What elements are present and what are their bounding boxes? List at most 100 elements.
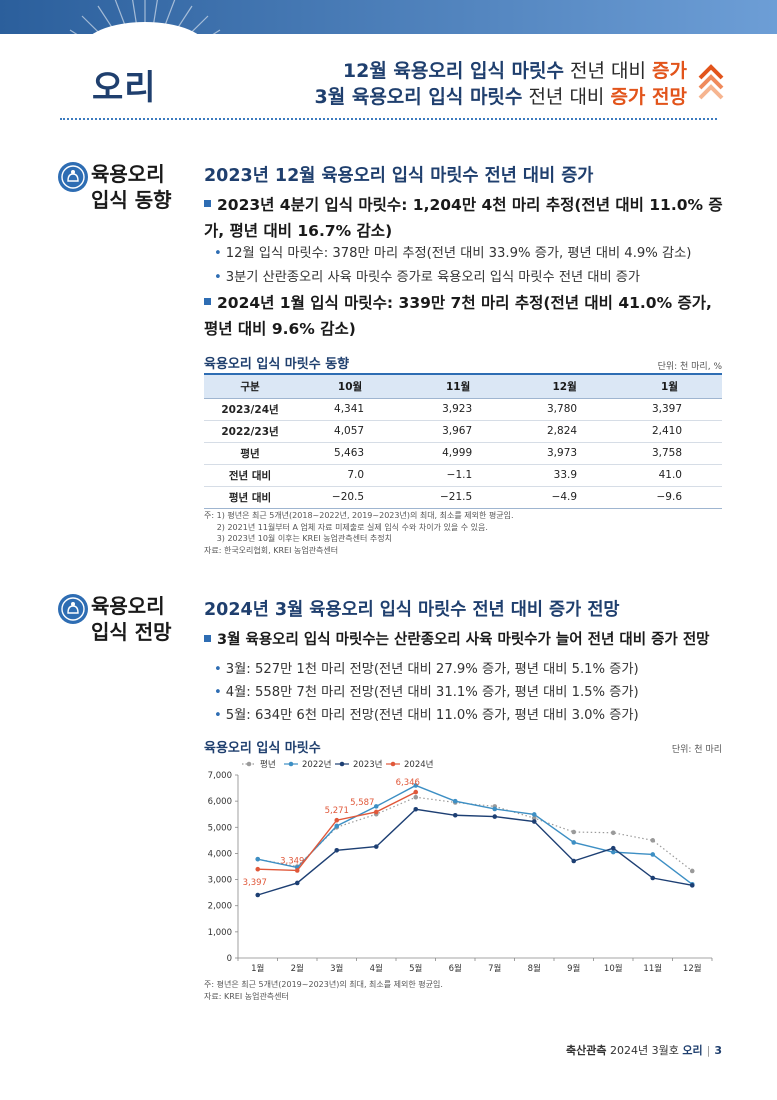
section1-bullet-2-text: 2024년 1월 입식 마릿수: 339만 7천 마리 추정(전년 대비 41.… xyxy=(204,294,712,338)
legend-marker xyxy=(288,761,294,767)
table-header-cell: 10월 xyxy=(296,373,405,399)
chevron-up-icon xyxy=(698,64,724,100)
table-row-label: 평년 xyxy=(204,442,296,465)
table-cell: 4,057 xyxy=(296,420,405,443)
series-point xyxy=(650,875,656,881)
square-bullet-icon xyxy=(204,298,211,305)
section2-sub-2-text: 4월: 558만 7천 마리 전망(전년 대비 31.1% 증가, 평년 대비 … xyxy=(225,685,639,700)
table-row-label: 평년 대비 xyxy=(204,486,296,509)
table-cell: 2,824 xyxy=(512,420,618,443)
table-header-cell: 1월 xyxy=(617,373,722,399)
table-header-cell: 11월 xyxy=(404,373,513,399)
chart-note: 주: 평년은 최근 5개년(2019~2023년)의 최대, 최소를 제외한 평… xyxy=(204,980,443,989)
series-point xyxy=(689,883,695,888)
x-tick-label: 2월 xyxy=(291,963,304,974)
y-tick-label: 7,000 xyxy=(208,771,232,781)
chart-notes: 주: 평년은 최근 5개년(2019~2023년)의 최대, 최소를 제외한 평… xyxy=(204,979,443,1003)
duck-icon xyxy=(58,594,88,624)
headline2-accent: 증가 전망 xyxy=(610,86,687,108)
y-tick-label: 0 xyxy=(227,954,232,964)
data-label: 3,349 xyxy=(280,856,304,866)
y-tick-label: 1,000 xyxy=(208,928,232,938)
section1-bullet-1-text: 2023년 4분기 입식 마릿수: 1,204만 4천 마리 추정(전년 대비 … xyxy=(204,196,723,240)
x-tick-label: 4월 xyxy=(370,963,383,974)
x-tick-label: 5월 xyxy=(409,963,422,974)
sunburst-decoration xyxy=(69,0,221,34)
table-header-row: 구분 10월 11월 12월 1월 xyxy=(204,373,722,399)
series-point xyxy=(334,817,340,823)
dot-bullet-icon: • xyxy=(214,270,222,285)
section1-bullet-2: 2024년 1월 입식 마릿수: 339만 7천 마리 추정(전년 대비 41.… xyxy=(204,290,724,342)
y-tick-label: 2,000 xyxy=(208,902,232,912)
x-tick-label: 1월 xyxy=(251,963,264,974)
series-point xyxy=(373,844,379,849)
table-cell: 4,341 xyxy=(296,398,405,421)
table-unit: 단위: 천 마리, % xyxy=(657,362,722,372)
table-cell: −21.5 xyxy=(404,486,513,509)
category-title: 오리 xyxy=(92,68,157,108)
table-cell: 4,999 xyxy=(404,442,513,465)
headline2-main: 3월 육용오리 입식 마릿수 xyxy=(314,86,523,108)
table-cell: 2,410 xyxy=(617,420,722,443)
table-cell: 41.0 xyxy=(617,464,722,487)
series-point xyxy=(650,852,656,857)
table-note: 주: 1) 평년은 최근 5개년(2018~2022년, 2019~2023년)… xyxy=(204,511,514,520)
line-chart: 0 1,000 2,000 3,000 4,000 5,000 6,000 7,000 1월 2월… xyxy=(208,759,713,974)
section2-sub-3: • 5월: 634만 6천 마리 전망(전년 대비 11.0% 증가, 평년 대비… xyxy=(214,704,639,723)
series-point xyxy=(413,794,419,800)
section2-title-line1: 육용오리 xyxy=(91,594,165,618)
footer-issue: 2024년 3월호 xyxy=(606,1044,683,1057)
section1-bullet-1: 2023년 4분기 입식 마릿수: 1,204만 4천 마리 추정(전년 대비 … xyxy=(204,192,724,244)
x-tick-label: 11월 xyxy=(643,963,662,974)
data-label: 6,346 xyxy=(396,778,420,788)
page-footer: 축산관측 2024년 3월호 오리 | 3 xyxy=(566,1042,722,1058)
series-point xyxy=(689,868,695,874)
section1-sub-2-text: 3분기 산란종오리 사육 마릿수 증가로 육용오리 입식 마릿수 전년 대비 증… xyxy=(225,270,641,285)
section2-bullet-1: 3월 육용오리 입식 마릿수는 산란종오리 사육 마릿수가 늘어 전년 대비 증… xyxy=(204,628,710,649)
section2-title: 육용오리 입식 전망 xyxy=(91,593,172,645)
chart-unit: 단위: 천 마리 xyxy=(671,745,722,755)
y-tick-label: 6,000 xyxy=(208,797,232,807)
series-point xyxy=(571,840,577,845)
series-point xyxy=(255,856,261,862)
data-label: 5,587 xyxy=(350,798,374,808)
headline-line-2: 3월 육용오리 입식 마릿수 전년 대비 증가 전망 xyxy=(315,84,687,110)
series-point xyxy=(610,830,616,836)
series-point xyxy=(571,858,577,864)
table-cell: −9.6 xyxy=(617,486,722,509)
x-tick-label: 3월 xyxy=(330,963,343,974)
table-notes: 주: 1) 평년은 최근 5개년(2018~2022년, 2019~2023년)… xyxy=(204,510,514,556)
data-table: 구분 10월 11월 12월 1월 2023/24년 4,341 3,923 3… xyxy=(204,373,722,509)
table-cell: 3,780 xyxy=(512,398,618,421)
chart-title: 육용오리 입식 마릿수 xyxy=(204,741,321,756)
series-line-2 xyxy=(257,808,693,896)
series-point xyxy=(452,812,458,818)
dot-bullet-icon: • xyxy=(214,685,222,700)
table-source: 자료: 한국오리협회, KREI 농업관측센터 xyxy=(204,545,339,555)
chart-source: 자료: KREI 농업관측센터 xyxy=(204,992,289,1001)
section1-sub-1-text: 12월 입식 마릿수: 378만 마리 추정(전년 대비 33.9% 증가, 평… xyxy=(225,246,692,261)
table-cell: 33.9 xyxy=(512,464,618,487)
series-point xyxy=(413,789,419,795)
table-note: 3) 2023년 10월 이후는 KREI 농업관측센터 추정치 xyxy=(204,534,392,543)
series-point xyxy=(294,880,300,886)
table-cell: −1.1 xyxy=(404,464,513,487)
headline1-mid: 전년 대비 xyxy=(563,60,653,82)
footer-separator: | xyxy=(706,1044,711,1057)
section1-heading: 2023년 12월 육용오리 입식 마릿수 전년 대비 증가 xyxy=(204,166,594,186)
section1-sub-2: • 3분기 산란종오리 사육 마릿수 증가로 육용오리 입식 마릿수 전년 대비 … xyxy=(214,268,640,288)
table-cell: 3,973 xyxy=(512,442,618,465)
series-point xyxy=(492,806,498,812)
y-tick-label: 5,000 xyxy=(208,823,232,833)
section1-title-line1: 육용오리 xyxy=(91,162,165,186)
footer-publication: 축산관측 xyxy=(566,1044,607,1057)
section1-title-line2: 입식 동향 xyxy=(91,188,172,212)
table-cell: 5,463 xyxy=(296,442,405,465)
section2-sub-1-text: 3월: 527만 1천 마리 전망(전년 대비 27.9% 증가, 평년 대비 … xyxy=(225,662,639,677)
x-tick-label: 12월 xyxy=(683,963,702,974)
table-row: 2023/24년 4,341 3,923 3,780 3,397 xyxy=(204,398,722,421)
section2-bullet-1-text: 3월 육용오리 입식 마릿수는 산란종오리 사육 마릿수가 늘어 전년 대비 증… xyxy=(217,632,710,648)
legend-marker xyxy=(390,761,396,767)
section1-sub-1: • 12월 입식 마릿수: 378만 마리 추정(전년 대비 33.9% 증가, … xyxy=(214,244,691,264)
section2-sub-1: • 3월: 527만 1천 마리 전망(전년 대비 27.9% 증가, 평년 대비… xyxy=(214,658,639,677)
